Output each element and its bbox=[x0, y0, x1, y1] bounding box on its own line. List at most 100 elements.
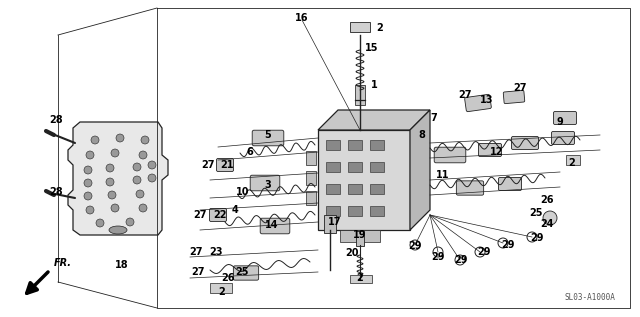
Circle shape bbox=[106, 178, 114, 186]
FancyBboxPatch shape bbox=[252, 130, 284, 146]
Text: 28: 28 bbox=[49, 115, 63, 125]
Polygon shape bbox=[318, 130, 410, 230]
Text: 2: 2 bbox=[356, 273, 364, 283]
Circle shape bbox=[86, 151, 94, 159]
Text: 27: 27 bbox=[458, 90, 472, 100]
Polygon shape bbox=[306, 151, 316, 165]
FancyBboxPatch shape bbox=[465, 94, 492, 112]
Circle shape bbox=[108, 191, 116, 199]
Circle shape bbox=[111, 204, 119, 212]
Bar bbox=[326, 162, 340, 172]
Text: 29: 29 bbox=[431, 252, 445, 262]
Circle shape bbox=[91, 136, 99, 144]
Text: 17: 17 bbox=[328, 217, 342, 227]
Bar bbox=[326, 140, 340, 150]
FancyBboxPatch shape bbox=[250, 175, 280, 191]
Text: 14: 14 bbox=[265, 220, 279, 230]
Text: 10: 10 bbox=[236, 187, 250, 197]
Text: 27: 27 bbox=[201, 160, 215, 170]
Circle shape bbox=[139, 151, 147, 159]
Text: 23: 23 bbox=[209, 247, 223, 257]
Text: 6: 6 bbox=[246, 147, 253, 157]
Text: 1: 1 bbox=[371, 80, 378, 90]
Text: FR.: FR. bbox=[54, 258, 72, 268]
FancyBboxPatch shape bbox=[260, 218, 290, 234]
Text: 29: 29 bbox=[408, 241, 422, 251]
Circle shape bbox=[148, 161, 156, 169]
Polygon shape bbox=[410, 110, 430, 230]
Polygon shape bbox=[210, 283, 232, 293]
Text: SL03-A1000A: SL03-A1000A bbox=[564, 293, 615, 302]
Text: 26: 26 bbox=[540, 195, 554, 205]
Text: 24: 24 bbox=[540, 219, 554, 229]
Text: 28: 28 bbox=[49, 187, 63, 197]
Circle shape bbox=[455, 255, 465, 265]
Polygon shape bbox=[350, 22, 370, 32]
Polygon shape bbox=[350, 275, 372, 283]
Text: 2: 2 bbox=[376, 23, 383, 33]
Text: 3: 3 bbox=[264, 180, 271, 190]
Text: 29: 29 bbox=[501, 240, 515, 250]
Bar bbox=[348, 162, 362, 172]
Circle shape bbox=[126, 218, 134, 226]
Circle shape bbox=[139, 204, 147, 212]
Ellipse shape bbox=[109, 226, 127, 234]
Text: 27: 27 bbox=[191, 267, 205, 277]
Circle shape bbox=[84, 166, 92, 174]
Text: 26: 26 bbox=[221, 273, 235, 283]
Circle shape bbox=[116, 134, 124, 142]
Bar bbox=[370, 140, 384, 150]
Text: 27: 27 bbox=[513, 83, 527, 93]
Text: 25: 25 bbox=[236, 267, 249, 277]
Circle shape bbox=[111, 149, 119, 157]
Text: 27: 27 bbox=[189, 247, 203, 257]
Circle shape bbox=[148, 174, 156, 182]
Text: 21: 21 bbox=[220, 160, 234, 170]
Text: 20: 20 bbox=[345, 248, 359, 258]
Text: 8: 8 bbox=[419, 130, 426, 140]
Circle shape bbox=[136, 190, 144, 198]
Text: 16: 16 bbox=[295, 13, 308, 23]
Circle shape bbox=[86, 206, 94, 214]
Text: 29: 29 bbox=[454, 255, 468, 265]
Bar bbox=[348, 184, 362, 194]
FancyBboxPatch shape bbox=[479, 144, 502, 157]
Polygon shape bbox=[318, 110, 430, 130]
FancyBboxPatch shape bbox=[499, 178, 522, 191]
FancyBboxPatch shape bbox=[234, 266, 259, 280]
Polygon shape bbox=[306, 171, 316, 185]
Text: 2: 2 bbox=[568, 158, 575, 168]
Text: 29: 29 bbox=[531, 233, 544, 243]
Text: 29: 29 bbox=[477, 247, 491, 257]
Bar bbox=[370, 184, 384, 194]
Polygon shape bbox=[566, 155, 580, 165]
Circle shape bbox=[96, 219, 104, 227]
FancyBboxPatch shape bbox=[456, 181, 484, 195]
Text: 19: 19 bbox=[353, 230, 367, 240]
Bar bbox=[326, 184, 340, 194]
Bar bbox=[370, 206, 384, 216]
FancyBboxPatch shape bbox=[552, 132, 575, 145]
Circle shape bbox=[133, 176, 141, 184]
Text: 2: 2 bbox=[219, 287, 225, 297]
Circle shape bbox=[543, 211, 557, 225]
Circle shape bbox=[410, 240, 420, 250]
Text: 11: 11 bbox=[436, 170, 450, 180]
FancyBboxPatch shape bbox=[503, 90, 525, 104]
Polygon shape bbox=[306, 191, 316, 205]
Text: 27: 27 bbox=[193, 210, 207, 220]
Circle shape bbox=[106, 164, 114, 172]
Circle shape bbox=[475, 247, 485, 257]
FancyBboxPatch shape bbox=[434, 147, 466, 163]
Text: 12: 12 bbox=[490, 147, 504, 157]
Bar bbox=[370, 162, 384, 172]
FancyBboxPatch shape bbox=[216, 158, 234, 171]
Circle shape bbox=[498, 238, 508, 248]
Circle shape bbox=[133, 163, 141, 171]
Text: 5: 5 bbox=[264, 130, 271, 140]
Circle shape bbox=[84, 192, 92, 200]
Polygon shape bbox=[68, 122, 168, 235]
Text: 7: 7 bbox=[431, 113, 437, 123]
Text: 18: 18 bbox=[115, 260, 129, 270]
Text: 9: 9 bbox=[557, 117, 563, 127]
